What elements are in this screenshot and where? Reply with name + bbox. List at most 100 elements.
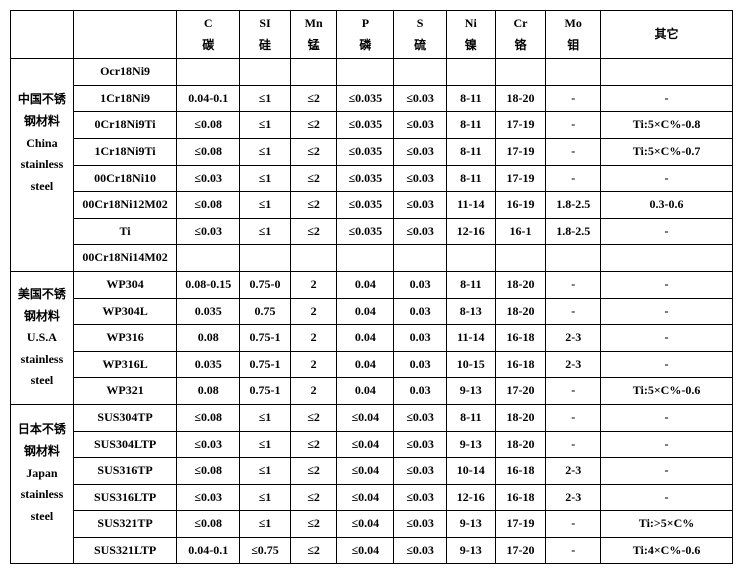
- value-cell-cr: 18-20: [495, 298, 546, 325]
- value-cell-mo: -: [546, 537, 601, 564]
- value-cell-s: ≤0.03: [394, 511, 447, 538]
- value-cell-s: 0.03: [394, 298, 447, 325]
- value-cell-other: -: [601, 85, 733, 112]
- value-cell-c: ≤0.08: [177, 112, 240, 139]
- value-cell-cr: 16-19: [495, 192, 546, 219]
- value-cell-ni: 11-14: [446, 192, 495, 219]
- value-cell-mn: 2: [290, 325, 337, 352]
- value-cell-mo: 2-3: [546, 484, 601, 511]
- group-label-line: stainless: [12, 349, 72, 371]
- group-label-line: 中国不锈: [12, 89, 72, 111]
- value-cell-si: 0.75-1: [240, 378, 291, 405]
- value-cell-mn: [290, 59, 337, 86]
- value-cell-cr: 17-19: [495, 138, 546, 165]
- value-cell-si: ≤1: [240, 112, 291, 139]
- column-header-line1: C: [178, 13, 238, 35]
- value-cell-mo: 2-3: [546, 325, 601, 352]
- value-cell-si: ≤1: [240, 458, 291, 485]
- grade-cell: 1Cr18Ni9: [73, 85, 176, 112]
- value-cell-cr: 16-18: [495, 484, 546, 511]
- column-header-line2: 铬: [497, 35, 545, 57]
- value-cell-mn: ≤2: [290, 112, 337, 139]
- column-header-line2: 钼: [547, 35, 599, 57]
- group-label-line: stainless: [12, 484, 72, 506]
- value-cell-mn: [290, 245, 337, 272]
- value-cell-other: Ti:>5×C%: [601, 511, 733, 538]
- group-label-line: stainless: [12, 154, 72, 176]
- value-cell-s: 0.03: [394, 271, 447, 298]
- value-cell-s: ≤0.03: [394, 138, 447, 165]
- value-cell-c: ≤0.08: [177, 458, 240, 485]
- value-cell-si: ≤1: [240, 138, 291, 165]
- value-cell-s: ≤0.03: [394, 484, 447, 511]
- value-cell-ni: 8-11: [446, 165, 495, 192]
- value-cell-other: -: [601, 431, 733, 458]
- group-label-line: [12, 219, 72, 241]
- grade-cell: WP304: [73, 271, 176, 298]
- value-cell-p: ≤0.035: [337, 218, 394, 245]
- column-header-line1: Mn: [292, 13, 336, 35]
- value-cell-si: 0.75-0: [240, 271, 291, 298]
- group-label-line: 美国不锈: [12, 284, 72, 306]
- grade-cell: Ocr18Ni9: [73, 59, 176, 86]
- value-cell-p: ≤0.035: [337, 165, 394, 192]
- group-label-line: steel: [12, 176, 72, 198]
- table-row: Ti≤0.03≤1≤2≤0.035≤0.0312-1616-11.8-2.5-: [11, 218, 733, 245]
- value-cell-cr: 16-18: [495, 351, 546, 378]
- column-header-line2: 磷: [338, 35, 392, 57]
- value-cell-s: 0.03: [394, 351, 447, 378]
- value-cell-ni: 8-11: [446, 85, 495, 112]
- value-cell-cr: 17-20: [495, 378, 546, 405]
- value-cell-other: Ti:5×C%-0.6: [601, 378, 733, 405]
- value-cell-mn: ≤2: [290, 165, 337, 192]
- grade-cell: SUS321LTP: [73, 537, 176, 564]
- column-header-line1: 其它: [602, 24, 731, 46]
- group-label-line: 日本不锈: [12, 419, 72, 441]
- table-row: SUS304LTP≤0.03≤1≤2≤0.04≤0.039-1318-20--: [11, 431, 733, 458]
- column-header-10: 其它: [601, 11, 733, 59]
- table-row: 00Cr18Ni10≤0.03≤1≤2≤0.035≤0.038-1117-19-…: [11, 165, 733, 192]
- value-cell-mn: ≤2: [290, 458, 337, 485]
- value-cell-cr: [495, 59, 546, 86]
- value-cell-p: ≤0.04: [337, 511, 394, 538]
- group-label-line: 钢材料: [12, 441, 72, 463]
- value-cell-s: 0.03: [394, 378, 447, 405]
- column-header-5: P磷: [337, 11, 394, 59]
- value-cell-si: 0.75: [240, 298, 291, 325]
- value-cell-ni: 8-11: [446, 112, 495, 139]
- value-cell-ni: 8-11: [446, 138, 495, 165]
- value-cell-ni: 9-13: [446, 431, 495, 458]
- value-cell-cr: 17-20: [495, 537, 546, 564]
- value-cell-p: 0.04: [337, 271, 394, 298]
- value-cell-s: ≤0.03: [394, 192, 447, 219]
- column-header-line1: SI: [241, 13, 289, 35]
- value-cell-mn: ≤2: [290, 537, 337, 564]
- value-cell-other: 0.3-0.6: [601, 192, 733, 219]
- column-header-0: [11, 11, 74, 59]
- value-cell-si: 0.75-1: [240, 325, 291, 352]
- grade-cell: SUS316LTP: [73, 484, 176, 511]
- group-label-line: 钢材料: [12, 111, 72, 133]
- value-cell-mo: 2-3: [546, 458, 601, 485]
- table-row: 0Cr18Ni9Ti≤0.08≤1≤2≤0.035≤0.038-1117-19-…: [11, 112, 733, 139]
- value-cell-c: ≤0.08: [177, 511, 240, 538]
- value-cell-p: ≤0.04: [337, 458, 394, 485]
- column-header-1: [73, 11, 176, 59]
- value-cell-mn: 2: [290, 271, 337, 298]
- value-cell-cr: [495, 245, 546, 272]
- value-cell-cr: 17-19: [495, 165, 546, 192]
- value-cell-ni: 8-11: [446, 404, 495, 431]
- value-cell-c: 0.04-0.1: [177, 537, 240, 564]
- table-body: 中国不锈钢材料Chinastainlesssteel Ocr18Ni91Cr18…: [11, 59, 733, 564]
- grade-cell: 00Cr18Ni10: [73, 165, 176, 192]
- table-header: C碳SI硅Mn锰P磷S硫Ni镍Cr铬Mo钼其它: [11, 11, 733, 59]
- value-cell-cr: 17-19: [495, 112, 546, 139]
- grade-cell: WP321: [73, 378, 176, 405]
- value-cell-mo: -: [546, 85, 601, 112]
- value-cell-si: ≤1: [240, 85, 291, 112]
- column-header-line2: 硅: [241, 35, 289, 57]
- value-cell-other: Ti:5×C%-0.8: [601, 112, 733, 139]
- value-cell-cr: 16-1: [495, 218, 546, 245]
- grade-cell: WP316L: [73, 351, 176, 378]
- column-header-line2: 锰: [292, 35, 336, 57]
